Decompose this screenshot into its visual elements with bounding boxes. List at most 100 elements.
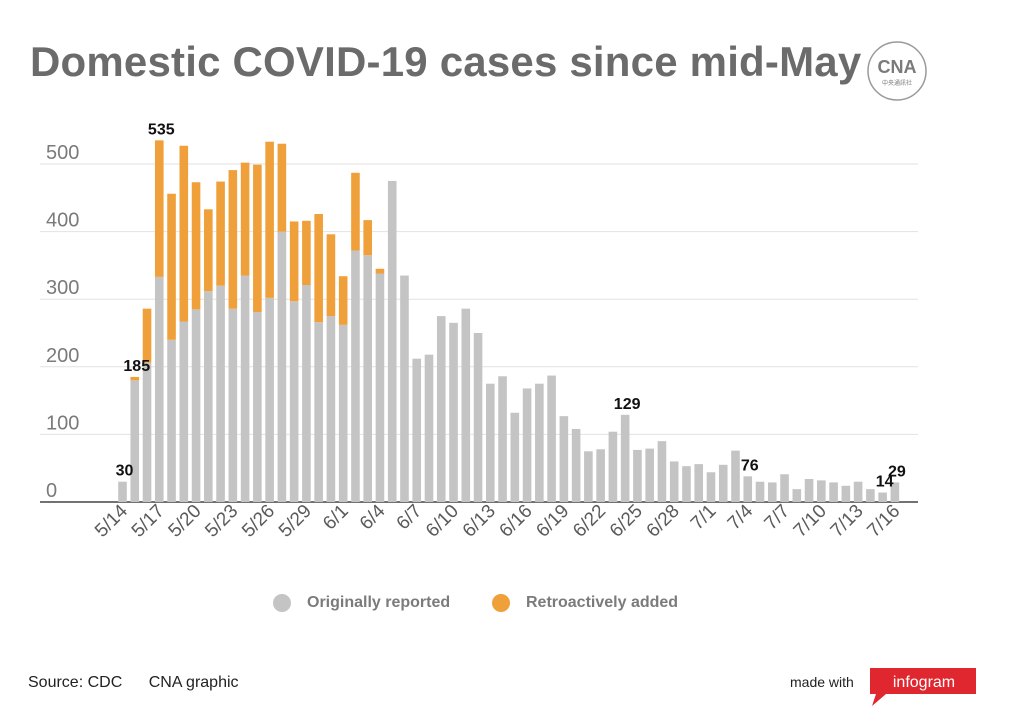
bar-originally-reported-6/17[interactable] (535, 383, 544, 502)
x-tick-label-5/23: 5/23 (201, 501, 242, 542)
source-text: Source: CDC (28, 674, 123, 691)
bar-retroactively-added-5/21[interactable] (204, 209, 213, 292)
bar-retroactively-added-5/20[interactable] (191, 182, 201, 310)
bar-originally-reported-5/15[interactable] (130, 380, 140, 502)
bar-originally-reported-6/23[interactable] (608, 431, 618, 502)
bar-originally-reported-5/20[interactable] (191, 309, 201, 502)
bar-originally-reported-7/14[interactable] (866, 489, 875, 502)
bar-originally-reported-6/7[interactable] (412, 358, 422, 502)
bar-originally-reported-6/2[interactable] (351, 250, 360, 502)
x-tick-label-7/16: 7/16 (863, 501, 904, 542)
bar-retroactively-added-5/18[interactable] (167, 193, 176, 340)
bar-originally-reported-5/25[interactable] (253, 312, 262, 502)
legend-swatch-originally-reported (273, 594, 291, 612)
bar-originally-reported-7/4[interactable] (743, 476, 753, 502)
bar-originally-reported-6/26[interactable] (645, 448, 654, 502)
data-label-7/16: 29 (888, 463, 906, 480)
bar-originally-reported-7/8[interactable] (792, 489, 802, 502)
bar-originally-reported-6/29[interactable] (682, 466, 691, 502)
bar-chart: 0 100 200 300 400 500 5/145/175/205/235/265/2… (40, 121, 918, 542)
bar-originally-reported-6/13[interactable] (486, 383, 495, 502)
bar-originally-reported-6/4[interactable] (375, 273, 385, 502)
bar-originally-reported-6/21[interactable] (584, 451, 593, 502)
bar-originally-reported-5/18[interactable] (167, 339, 176, 502)
bar-originally-reported-5/14[interactable] (118, 481, 127, 502)
bar-originally-reported-5/17[interactable] (154, 276, 164, 502)
bar-retroactively-added-5/29[interactable] (302, 220, 311, 286)
bar-originally-reported-5/19[interactable] (179, 321, 189, 502)
x-tick-label-5/29: 5/29 (275, 501, 316, 542)
bar-originally-reported-6/9[interactable] (436, 316, 446, 502)
bar-originally-reported-5/26[interactable] (265, 297, 274, 502)
bar-originally-reported-6/27[interactable] (657, 441, 667, 502)
bar-originally-reported-6/24[interactable] (620, 414, 630, 502)
bar-originally-reported-6/19[interactable] (559, 416, 569, 502)
bar-originally-reported-5/23[interactable] (228, 308, 238, 502)
data-label-7/4: 76 (741, 457, 759, 474)
bar-originally-reported-7/15[interactable] (878, 492, 887, 502)
legend-item-originally-reported[interactable]: Originally reported (273, 594, 450, 612)
bar-originally-reported-5/31[interactable] (326, 316, 336, 502)
bar-originally-reported-6/14[interactable] (498, 376, 507, 502)
x-tick-label-6/13: 6/13 (459, 501, 500, 542)
bar-originally-reported-6/10[interactable] (449, 322, 458, 502)
bar-retroactively-added-6/4[interactable] (375, 268, 385, 274)
bar-originally-reported-5/22[interactable] (216, 285, 225, 502)
bar-originally-reported-6/30[interactable] (694, 464, 704, 502)
bar-originally-reported-6/6[interactable] (400, 275, 409, 502)
bar-originally-reported-5/21[interactable] (204, 291, 213, 502)
bar-originally-reported-5/27[interactable] (277, 231, 287, 502)
bar-retroactively-added-5/27[interactable] (277, 143, 287, 232)
bar-originally-reported-7/5[interactable] (755, 481, 765, 502)
bar-retroactively-added-5/16[interactable] (142, 308, 152, 363)
bar-originally-reported-6/5[interactable] (387, 180, 397, 502)
bar-originally-reported-6/3[interactable] (363, 255, 372, 502)
bar-originally-reported-7/12[interactable] (841, 485, 851, 502)
bar-originally-reported-5/30[interactable] (314, 322, 323, 502)
bar-originally-reported-7/9[interactable] (804, 479, 814, 502)
bar-originally-reported-7/10[interactable] (817, 480, 826, 502)
bar-originally-reported-7/6[interactable] (767, 482, 777, 502)
bar-originally-reported-6/1[interactable] (338, 324, 348, 502)
bar-retroactively-added-5/28[interactable] (289, 221, 299, 302)
bar-retroactively-added-5/25[interactable] (253, 164, 262, 313)
bar-originally-reported-6/20[interactable] (571, 428, 581, 502)
bar-retroactively-added-6/3[interactable] (363, 220, 372, 256)
bar-originally-reported-7/11[interactable] (829, 482, 838, 502)
bar-originally-reported-5/29[interactable] (302, 285, 311, 502)
bar-originally-reported-7/3[interactable] (731, 450, 740, 502)
bar-retroactively-added-5/26[interactable] (265, 141, 274, 298)
bar-originally-reported-6/15[interactable] (510, 412, 520, 502)
bar-retroactively-added-5/17[interactable] (154, 140, 164, 277)
bar-originally-reported-6/28[interactable] (669, 461, 679, 502)
bar-originally-reported-6/25[interactable] (633, 449, 642, 502)
bar-originally-reported-7/2[interactable] (718, 464, 728, 502)
bar-originally-reported-5/24[interactable] (240, 275, 250, 502)
bar-originally-reported-6/8[interactable] (424, 354, 434, 502)
bar-retroactively-added-6/2[interactable] (351, 172, 360, 251)
bar-originally-reported-6/12[interactable] (473, 333, 483, 502)
bar-retroactively-added-6/1[interactable] (338, 276, 348, 325)
bar-originally-reported-7/1[interactable] (706, 472, 716, 502)
bar-originally-reported-6/16[interactable] (522, 388, 532, 502)
bar-retroactively-added-5/24[interactable] (240, 162, 250, 276)
legend-item-retroactively-added[interactable]: Retroactively added (492, 594, 678, 612)
bar-retroactively-added-5/23[interactable] (228, 170, 238, 309)
bar-originally-reported-6/18[interactable] (547, 375, 556, 502)
bar-originally-reported-6/11[interactable] (461, 308, 471, 502)
bar-originally-reported-5/28[interactable] (289, 301, 299, 502)
bar-originally-reported-7/16[interactable] (890, 482, 900, 502)
infogram-logo[interactable]: infogram (862, 664, 980, 710)
bar-retroactively-added-5/19[interactable] (179, 145, 189, 322)
bar-retroactively-added-5/30[interactable] (314, 214, 323, 323)
bar-retroactively-added-5/22[interactable] (216, 181, 225, 286)
bar-retroactively-added-5/31[interactable] (326, 234, 336, 317)
legend-label-retroactively-added: Retroactively added (526, 594, 679, 611)
bar-originally-reported-7/7[interactable] (780, 474, 789, 502)
bar-originally-reported-6/22[interactable] (596, 449, 605, 502)
bar-retroactively-added-5/15[interactable] (130, 376, 140, 381)
x-tick-label-6/22: 6/22 (569, 501, 610, 542)
bar-originally-reported-5/16[interactable] (142, 362, 152, 502)
bar-originally-reported-7/13[interactable] (853, 481, 863, 502)
